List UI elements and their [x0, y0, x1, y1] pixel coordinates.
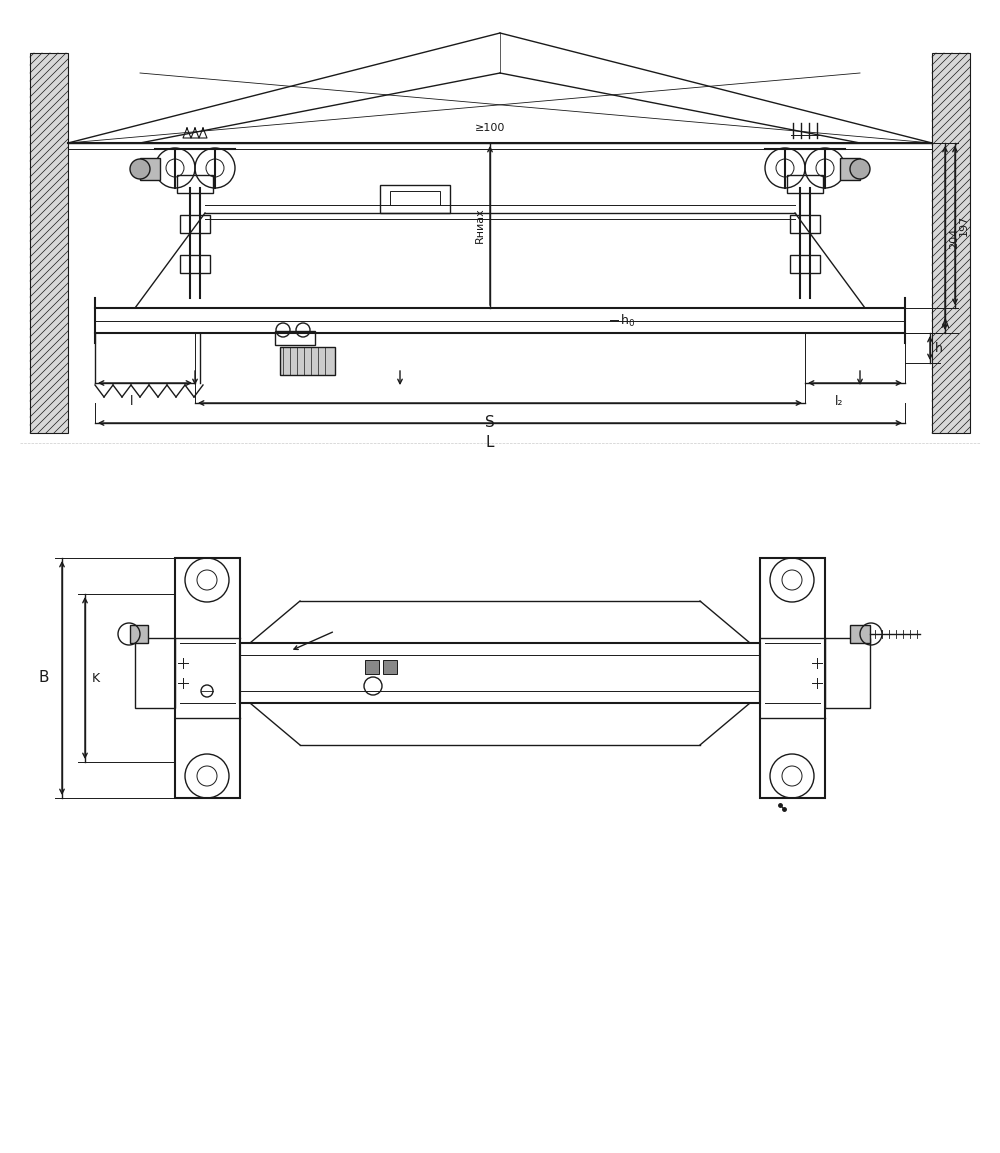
- Text: h: h: [935, 341, 943, 354]
- Bar: [275, 331, 315, 345]
- Bar: [787, 175, 823, 193]
- Text: A: A: [941, 318, 949, 331]
- Text: l: l: [130, 395, 134, 408]
- Bar: [175, 558, 240, 798]
- Text: 204: 204: [949, 227, 959, 249]
- Bar: [850, 625, 870, 643]
- Bar: [790, 214, 820, 233]
- Circle shape: [130, 159, 150, 179]
- Circle shape: [850, 159, 870, 179]
- Bar: [180, 255, 210, 273]
- Bar: [383, 660, 397, 675]
- Bar: [365, 660, 379, 675]
- Text: S: S: [485, 415, 495, 430]
- Text: h$_0$: h$_0$: [620, 312, 635, 329]
- Bar: [280, 347, 335, 375]
- Bar: [240, 643, 760, 703]
- Bar: [177, 175, 213, 193]
- Text: ≥100: ≥100: [475, 123, 505, 133]
- Bar: [140, 158, 160, 180]
- Text: L: L: [486, 435, 494, 450]
- Bar: [390, 191, 440, 205]
- Text: l₂: l₂: [835, 395, 844, 408]
- Bar: [380, 184, 450, 213]
- Text: Rниax: Rниax: [475, 208, 485, 243]
- Text: 197: 197: [959, 214, 969, 236]
- Bar: [760, 558, 825, 798]
- Text: B: B: [38, 671, 48, 686]
- Bar: [790, 255, 820, 273]
- Bar: [840, 158, 860, 180]
- Bar: [30, 53, 68, 434]
- Bar: [932, 53, 970, 434]
- Bar: [825, 638, 870, 708]
- Bar: [130, 625, 148, 643]
- Bar: [180, 214, 210, 233]
- Bar: [135, 638, 175, 708]
- Text: K: K: [92, 671, 100, 685]
